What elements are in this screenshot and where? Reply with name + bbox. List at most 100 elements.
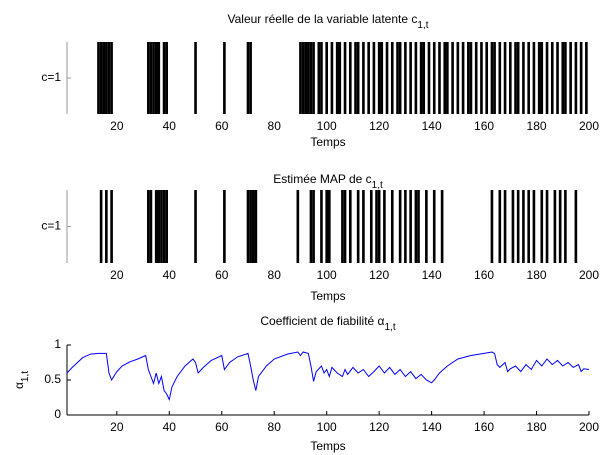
event-bar bbox=[404, 190, 407, 263]
event-bar bbox=[194, 42, 197, 114]
event-bar bbox=[490, 190, 494, 263]
event-bar bbox=[165, 190, 168, 263]
event-bar bbox=[309, 190, 313, 263]
event-bar bbox=[390, 190, 394, 263]
x-tick-label: 100 bbox=[317, 420, 337, 434]
y-tick-label: 0.5 bbox=[44, 372, 61, 386]
event-bar bbox=[532, 42, 536, 114]
event-bar bbox=[380, 42, 384, 114]
x-tick-label: 120 bbox=[369, 268, 389, 282]
event-bar bbox=[154, 190, 158, 263]
event-bar bbox=[414, 190, 418, 263]
x-tick-label: 80 bbox=[268, 119, 282, 133]
y-axis-label-sub: 1,t bbox=[20, 371, 31, 382]
event-bar bbox=[223, 42, 226, 114]
event-bar bbox=[162, 42, 166, 114]
event-bar bbox=[320, 190, 323, 263]
event-bar bbox=[438, 42, 441, 114]
event-bar bbox=[152, 42, 155, 114]
x-tick-label: 60 bbox=[215, 119, 229, 133]
x-tick-label: 80 bbox=[268, 268, 282, 282]
x-tick-label: 180 bbox=[527, 420, 547, 434]
event-bar bbox=[154, 42, 158, 114]
x-tick-label: 60 bbox=[215, 268, 229, 282]
event-bar bbox=[511, 190, 515, 263]
x-tick-label: 100 bbox=[317, 268, 337, 282]
x-tick-label: 20 bbox=[110, 420, 124, 434]
event-bar bbox=[110, 190, 113, 263]
event-bar bbox=[556, 42, 559, 114]
event-bar bbox=[498, 42, 502, 114]
event-bar bbox=[249, 190, 252, 263]
event-bar bbox=[317, 42, 321, 114]
event-bar bbox=[343, 190, 347, 263]
event-bar bbox=[99, 190, 103, 263]
event-bar bbox=[301, 42, 305, 114]
event-bar bbox=[461, 42, 465, 114]
event-bar bbox=[396, 42, 399, 114]
event-bar bbox=[456, 42, 460, 114]
chart-title-sub: 1,t bbox=[372, 180, 383, 191]
event-bar bbox=[223, 190, 226, 263]
event-bar bbox=[503, 42, 507, 114]
x-tick-label: 160 bbox=[474, 420, 494, 434]
x-tick-label: 20 bbox=[110, 119, 124, 133]
event-bar bbox=[307, 42, 310, 114]
x-tick-label: 160 bbox=[474, 268, 494, 282]
x-tick-label: 140 bbox=[422, 119, 442, 133]
event-bar bbox=[343, 42, 347, 114]
event-bar bbox=[558, 190, 562, 263]
x-tick-label: 160 bbox=[474, 119, 494, 133]
x-tick-label: 100 bbox=[317, 119, 337, 133]
x-axis-label: Temps bbox=[310, 439, 345, 453]
event-bar bbox=[516, 42, 520, 114]
event-bar bbox=[398, 190, 402, 263]
event-bar bbox=[398, 42, 402, 114]
event-bar bbox=[451, 42, 454, 114]
event-bar bbox=[422, 42, 426, 114]
chart-title: Estimée MAP de c1,t bbox=[273, 172, 383, 191]
event-bar bbox=[325, 190, 328, 263]
event-bar bbox=[440, 190, 444, 263]
event-bar bbox=[99, 42, 103, 114]
event-bar bbox=[569, 42, 572, 114]
y-tick-label: c=1 bbox=[41, 70, 61, 84]
event-bar bbox=[157, 190, 161, 263]
event-bar bbox=[309, 42, 313, 114]
event-bar bbox=[341, 190, 344, 263]
event-bar bbox=[419, 42, 423, 114]
event-bar bbox=[585, 42, 588, 114]
event-bar bbox=[550, 42, 554, 114]
event-bar bbox=[356, 42, 360, 114]
event-bar bbox=[312, 42, 315, 114]
x-tick-label: 120 bbox=[369, 420, 389, 434]
y-tick-label: 0 bbox=[54, 407, 61, 421]
event-bar bbox=[508, 42, 512, 114]
event-bar bbox=[561, 42, 565, 114]
event-bar bbox=[579, 42, 583, 114]
chart-title-main: Estimée MAP de c bbox=[273, 172, 371, 186]
x-tick-label: 40 bbox=[163, 420, 177, 434]
event-bar bbox=[527, 42, 530, 114]
event-bar bbox=[383, 190, 386, 263]
chart-title: Valeur réelle de la variable latente c1,… bbox=[227, 12, 428, 31]
event-bar bbox=[304, 42, 308, 114]
event-bar bbox=[299, 42, 302, 114]
x-tick-label: 200 bbox=[579, 119, 599, 133]
event-bar bbox=[414, 42, 418, 114]
event-bar bbox=[320, 42, 323, 114]
event-bar bbox=[522, 42, 525, 114]
event-bar bbox=[157, 42, 161, 114]
event-bar bbox=[110, 42, 113, 114]
event-bar bbox=[427, 42, 431, 114]
data-line bbox=[66, 351, 590, 402]
event-bar bbox=[467, 42, 470, 114]
y-tick-label: c=1 bbox=[41, 219, 61, 233]
event-bar bbox=[328, 190, 331, 263]
event-bar bbox=[480, 42, 483, 114]
chart-title-main: Coefficient de fiabilité α bbox=[260, 314, 384, 328]
event-bar bbox=[160, 190, 163, 263]
event-bar bbox=[147, 42, 150, 114]
event-bar bbox=[574, 190, 578, 263]
x-tick-label: 200 bbox=[579, 268, 599, 282]
